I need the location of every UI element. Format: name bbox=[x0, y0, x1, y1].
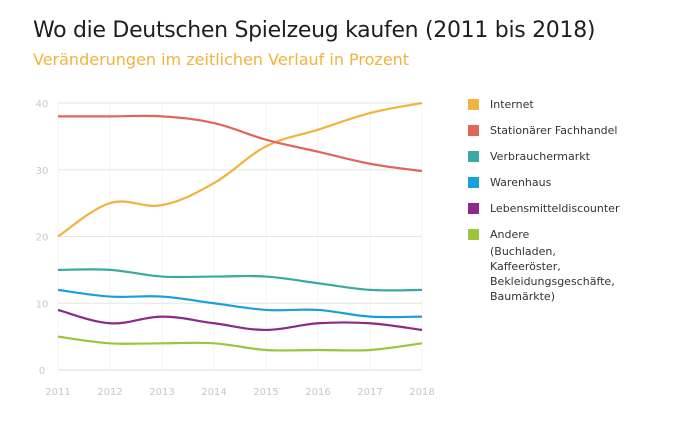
x-tick-label: 2012 bbox=[97, 387, 122, 398]
legend-item: Warenhaus bbox=[468, 176, 630, 189]
series-line-1 bbox=[57, 114, 423, 173]
x-tick-label: 2011 bbox=[45, 387, 70, 398]
legend-item: Andere bbox=[468, 228, 630, 241]
legend-label: Internet bbox=[490, 98, 534, 111]
y-tick-label: 30 bbox=[36, 166, 49, 177]
x-tick-label: 2014 bbox=[201, 387, 226, 398]
series-line-3 bbox=[57, 288, 423, 319]
legend-item: Internet bbox=[468, 98, 630, 111]
x-tick-label: 2015 bbox=[253, 387, 278, 398]
legend-swatch bbox=[468, 99, 479, 110]
legend-swatch bbox=[468, 203, 479, 214]
legend-swatch bbox=[468, 177, 479, 188]
legend-swatch bbox=[468, 151, 479, 162]
x-tick-label: 2013 bbox=[149, 387, 174, 398]
x-tick-label: 2016 bbox=[305, 387, 330, 398]
y-tick-label: 20 bbox=[36, 233, 49, 244]
legend-label: Warenhaus bbox=[490, 176, 552, 189]
series-line-0 bbox=[57, 101, 423, 238]
legend-swatch bbox=[468, 125, 479, 136]
legend-swatch bbox=[468, 229, 479, 240]
y-tick-label: 0 bbox=[39, 366, 45, 377]
x-tick-label: 2018 bbox=[409, 387, 434, 398]
y-tick-label: 10 bbox=[36, 299, 49, 310]
chart-subtitle: Veränderungen im zeitlichen Verlauf in P… bbox=[33, 50, 410, 69]
series-line-5 bbox=[57, 335, 423, 352]
chart-title: Wo die Deutschen Spielzeug kaufen (2011 … bbox=[33, 18, 596, 43]
series-line-2 bbox=[57, 268, 423, 292]
legend-label: Stationärer Fachhandel bbox=[490, 124, 618, 137]
x-tick-label: 2017 bbox=[357, 387, 382, 398]
legend: Internet Stationärer Fachhandel Verbrauche… bbox=[468, 98, 630, 304]
legend-note: (Buchladen, Kaffeeröster, Bekleidungsges… bbox=[490, 245, 615, 303]
legend-label: Lebensmitteldiscounter bbox=[490, 202, 620, 215]
y-tick-label: 40 bbox=[36, 99, 49, 110]
legend-label: Verbrauchermarkt bbox=[490, 150, 590, 163]
series-line-4 bbox=[57, 308, 423, 332]
legend-label: Andere bbox=[490, 228, 530, 241]
legend-item: Stationärer Fachhandel bbox=[468, 124, 630, 137]
legend-item: Lebensmitteldiscounter bbox=[468, 202, 630, 215]
legend-item: Verbrauchermarkt bbox=[468, 150, 630, 163]
